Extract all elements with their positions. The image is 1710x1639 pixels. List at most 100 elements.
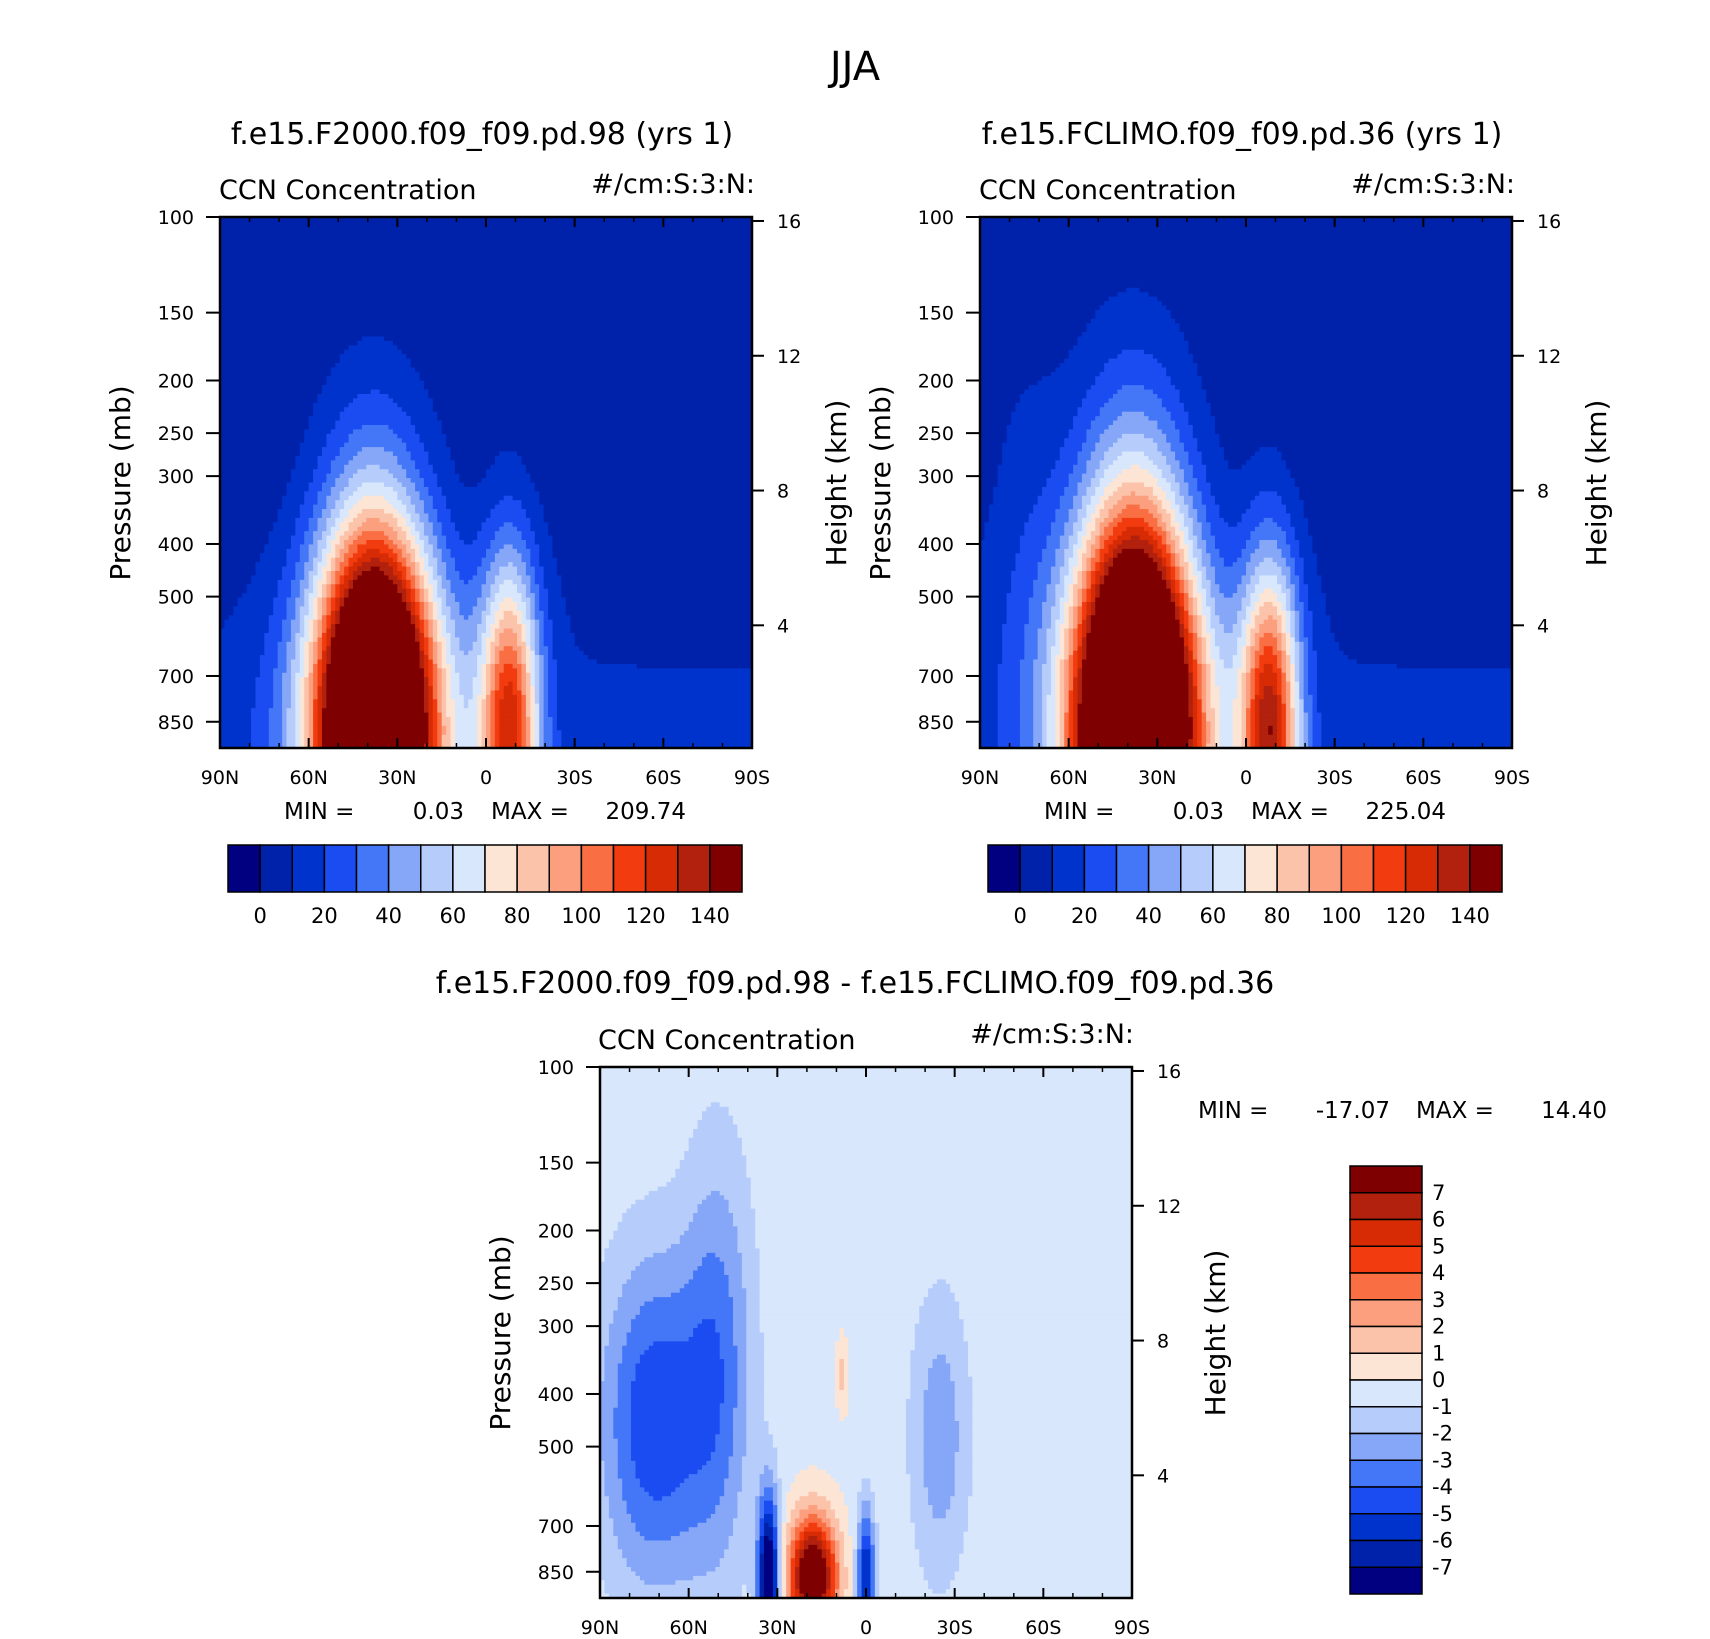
field-cell bbox=[335, 420, 412, 426]
field-cell bbox=[220, 340, 359, 347]
field-cell bbox=[1188, 712, 1194, 718]
field-cell bbox=[392, 513, 403, 519]
field-cell bbox=[561, 575, 753, 581]
field-cell bbox=[525, 650, 532, 656]
field-cell bbox=[481, 668, 487, 674]
field-cell bbox=[834, 1354, 849, 1360]
field-cell bbox=[517, 601, 527, 608]
field-cell bbox=[1019, 734, 1034, 740]
field-cell bbox=[1157, 447, 1172, 453]
field-cell bbox=[1170, 597, 1176, 603]
field-cell bbox=[1246, 637, 1252, 643]
field-cell bbox=[1099, 460, 1114, 466]
field-cell bbox=[1055, 690, 1061, 696]
field-cell bbox=[1197, 739, 1203, 745]
field-cell bbox=[503, 686, 514, 692]
field-cell bbox=[530, 668, 536, 674]
field-cell bbox=[321, 721, 430, 727]
field-cell bbox=[344, 531, 354, 537]
field-cell bbox=[255, 566, 283, 572]
field-cell bbox=[410, 451, 430, 457]
field-cell bbox=[441, 420, 753, 426]
field-cell bbox=[428, 389, 753, 395]
field-cell bbox=[1201, 575, 1207, 581]
field-cell bbox=[441, 632, 452, 639]
field-cell bbox=[733, 1319, 747, 1325]
field-cell bbox=[534, 694, 540, 701]
field-cell bbox=[1019, 686, 1034, 692]
field-cell bbox=[321, 513, 332, 519]
field-cell bbox=[441, 526, 456, 532]
field-cell bbox=[437, 544, 447, 550]
field-cell bbox=[357, 548, 367, 555]
field-cell bbox=[741, 1283, 761, 1289]
field-cell bbox=[1214, 579, 1243, 585]
field-cell bbox=[295, 455, 319, 462]
field-cell bbox=[242, 593, 279, 599]
field-cell bbox=[299, 641, 305, 647]
field-cell bbox=[746, 1310, 761, 1316]
field-cell bbox=[1077, 690, 1083, 696]
field-cell bbox=[392, 579, 403, 585]
field-cell bbox=[428, 535, 438, 541]
field-cell bbox=[326, 624, 332, 630]
field-cell bbox=[534, 672, 540, 678]
field-cell bbox=[1308, 677, 1318, 683]
field-cell bbox=[517, 703, 523, 709]
field-cell bbox=[534, 721, 540, 727]
field-cell bbox=[525, 659, 532, 665]
field-cell bbox=[454, 663, 478, 670]
field-cell bbox=[1073, 531, 1079, 537]
field-cell bbox=[1246, 717, 1252, 723]
field-cell bbox=[423, 681, 430, 687]
field-cell bbox=[1121, 411, 1145, 417]
field-cell bbox=[1281, 553, 1292, 559]
field-cell bbox=[423, 385, 753, 391]
field-cell bbox=[317, 593, 323, 599]
field-cell bbox=[1126, 526, 1145, 532]
field-cell bbox=[1232, 562, 1247, 568]
colorbar-box bbox=[420, 844, 454, 893]
field-cell bbox=[1197, 659, 1203, 665]
field-cell bbox=[1028, 601, 1043, 608]
field-cell bbox=[1064, 358, 1110, 364]
field-cell bbox=[600, 1075, 1133, 1081]
field-cell bbox=[1277, 562, 1287, 568]
field-cell bbox=[299, 708, 305, 714]
field-cell bbox=[543, 637, 554, 643]
field-cell bbox=[1197, 584, 1203, 590]
field-cell bbox=[1254, 632, 1265, 639]
field-cell bbox=[388, 553, 399, 559]
field-cell bbox=[1197, 575, 1203, 581]
field-cell bbox=[1050, 526, 1065, 532]
field-cell bbox=[556, 663, 638, 670]
field-cell bbox=[441, 486, 536, 493]
field-cell bbox=[530, 717, 536, 723]
field-cell bbox=[525, 601, 532, 608]
field-cell bbox=[1250, 579, 1260, 585]
field-cell bbox=[1081, 663, 1190, 670]
field-cell bbox=[1290, 473, 1513, 479]
field-cell bbox=[1237, 681, 1243, 687]
field-cell bbox=[984, 535, 1021, 541]
field-cell bbox=[1183, 447, 1198, 453]
field-cell bbox=[1299, 655, 1305, 661]
field-cell bbox=[543, 730, 554, 736]
field-cell bbox=[415, 429, 443, 435]
field-cell bbox=[220, 274, 753, 280]
field-cell bbox=[1002, 632, 1026, 639]
field-cell bbox=[517, 739, 523, 745]
field-cell bbox=[1170, 522, 1181, 528]
field-cell bbox=[1086, 486, 1096, 493]
field-cell bbox=[733, 1336, 747, 1343]
field-cell bbox=[525, 703, 532, 709]
field-cell bbox=[499, 606, 518, 612]
field-cell bbox=[1179, 579, 1185, 585]
field-cell bbox=[481, 743, 487, 749]
field-cell bbox=[499, 699, 518, 705]
field-cell bbox=[1219, 646, 1238, 652]
field-cell bbox=[1285, 694, 1292, 701]
field-cell bbox=[945, 1354, 969, 1360]
field-cell bbox=[441, 548, 452, 555]
field-cell bbox=[397, 575, 403, 581]
